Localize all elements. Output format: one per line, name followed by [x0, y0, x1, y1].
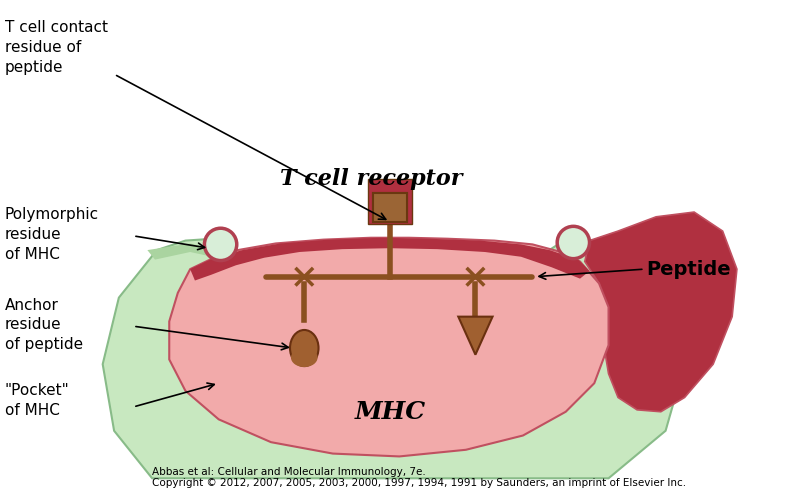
Circle shape — [557, 226, 590, 259]
Text: T cell contact
residue of
peptide: T cell contact residue of peptide — [5, 20, 108, 75]
Text: Peptide: Peptide — [646, 260, 731, 279]
Text: Polymorphic
residue
of MHC: Polymorphic residue of MHC — [5, 207, 99, 262]
FancyBboxPatch shape — [373, 193, 407, 222]
Text: MHC: MHC — [354, 400, 426, 424]
FancyBboxPatch shape — [373, 193, 407, 222]
Polygon shape — [102, 239, 685, 478]
Ellipse shape — [290, 330, 318, 366]
Polygon shape — [570, 240, 627, 258]
Circle shape — [205, 228, 237, 261]
Polygon shape — [147, 243, 218, 260]
FancyBboxPatch shape — [368, 179, 412, 224]
Polygon shape — [585, 212, 737, 412]
Text: Abbas et al: Cellular and Molecular Immunology, 7e.: Abbas et al: Cellular and Molecular Immu… — [152, 467, 426, 477]
Ellipse shape — [291, 348, 318, 367]
Text: Anchor
residue
of peptide: Anchor residue of peptide — [5, 298, 83, 352]
Polygon shape — [190, 238, 590, 281]
Polygon shape — [170, 238, 609, 457]
Polygon shape — [217, 250, 575, 288]
Text: "Pocket"
of MHC: "Pocket" of MHC — [5, 383, 70, 418]
Text: T cell receptor: T cell receptor — [279, 168, 462, 190]
Polygon shape — [458, 317, 493, 355]
Text: Copyright © 2012, 2007, 2005, 2003, 2000, 1997, 1994, 1991 by Saunders, an impri: Copyright © 2012, 2007, 2005, 2003, 2000… — [152, 478, 686, 488]
